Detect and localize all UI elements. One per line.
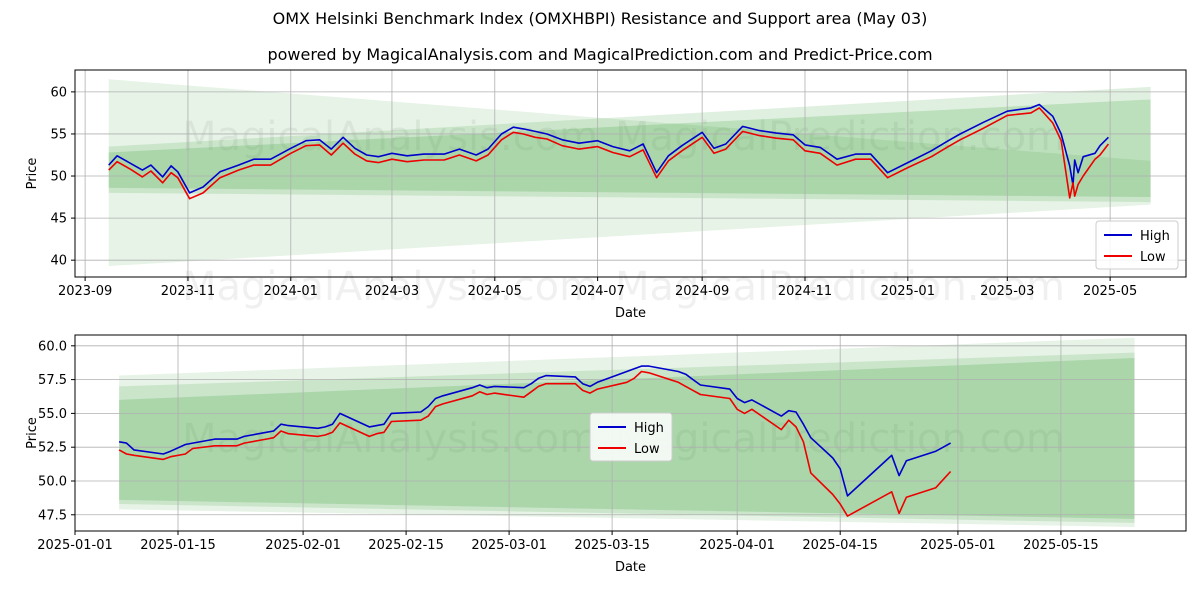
- y-tick-label: 55.0: [38, 407, 67, 422]
- x-axis-label: Date: [615, 306, 646, 321]
- legend-label: High: [634, 421, 664, 436]
- x-tick-label: 2025-03: [980, 284, 1034, 299]
- x-tick-label: 2025-05-15: [1023, 538, 1099, 553]
- y-axis-label: Price: [25, 417, 40, 449]
- plot-1: 2023-09 2023-11 2024-01 2024-03 2024-05 2024-…: [25, 69, 1187, 321]
- series-line-low: [118, 370, 952, 517]
- x-tick-label: 2024-03: [365, 284, 419, 299]
- watermark-text: MagicalAnalysis.com: [182, 264, 598, 310]
- series-lines: [108, 103, 1110, 200]
- band-area: [108, 86, 1151, 203]
- band-area: [108, 79, 1151, 267]
- x-axis-label: Date: [615, 560, 646, 575]
- x-tick-label: 2025-03-01: [471, 538, 547, 553]
- y-axis-label: Price: [25, 158, 40, 190]
- series-line-high: [118, 365, 951, 497]
- x-tick-label: 2025-02-15: [368, 538, 444, 553]
- x-tick-label: 2025-04-15: [802, 538, 878, 553]
- chart-title: OMX Helsinki Benchmark Index (OMXHBPI) R…: [272, 9, 928, 28]
- legend-label: Low: [1140, 250, 1166, 265]
- x-tick-label: 2025-05: [1083, 284, 1137, 299]
- y-tick-label: 57.5: [38, 373, 67, 388]
- x-tick-label: 2024-11: [778, 284, 832, 299]
- legend-label: High: [1140, 229, 1170, 244]
- x-tick-label: 2025-03-15: [574, 538, 650, 553]
- x-tick-label: 2023-09: [58, 284, 112, 299]
- x-tick-label: 2025-05-01: [920, 538, 996, 553]
- plot-2: 2025-01-01 2025-01-15 2025-02-01 2025-02-15…: [25, 334, 1187, 575]
- plot-frame: [74, 334, 1187, 532]
- y-tick-label: 40: [50, 254, 67, 269]
- y-tick-label: 52.5: [38, 441, 67, 456]
- legend: High Low: [1095, 220, 1179, 270]
- series-line-high: [108, 103, 1109, 194]
- y-tick-label: 50.0: [38, 474, 67, 489]
- y-tick-label: 50: [50, 170, 67, 185]
- x-tick-label: 2025-02-01: [265, 538, 341, 553]
- chart-subtitle: powered by MagicalAnalysis.com and Magic…: [267, 45, 933, 64]
- y-tick-label: 60.0: [38, 339, 67, 354]
- x-tick-label: 2023-11: [161, 284, 215, 299]
- y-tick-label: 45: [50, 212, 67, 227]
- watermark-text: MagicalAnalysis.com: [182, 114, 598, 160]
- x-tick-label: 2024-05: [468, 284, 522, 299]
- x-tick-label: 2025-04-01: [699, 538, 775, 553]
- x-tick-label: 2024-01: [264, 284, 318, 299]
- y-tick-label: 55: [50, 127, 67, 142]
- x-tick-label: 2025-01: [881, 284, 935, 299]
- legend-label: Low: [634, 442, 660, 457]
- x-tick-label: 2025-01-15: [140, 538, 216, 553]
- legend: High Low: [589, 412, 673, 462]
- x-tick-label: 2024-07: [570, 284, 624, 299]
- grid-lines: [75, 70, 1186, 277]
- watermark-text: MagicalPrediction.com: [615, 114, 1065, 160]
- series-lines: [118, 365, 952, 517]
- support-resistance-bands: [108, 79, 1151, 267]
- series-line-low: [108, 107, 1110, 200]
- plot-frame: [74, 69, 1187, 278]
- band-area: [108, 99, 1151, 198]
- y-tick-label: 47.5: [38, 508, 67, 523]
- y-tick-label: 60: [50, 85, 67, 100]
- watermark-text: MagicalPrediction.com: [615, 264, 1065, 310]
- x-tick-label: 2024-09: [675, 284, 729, 299]
- x-tick-label: 2025-01-01: [37, 538, 113, 553]
